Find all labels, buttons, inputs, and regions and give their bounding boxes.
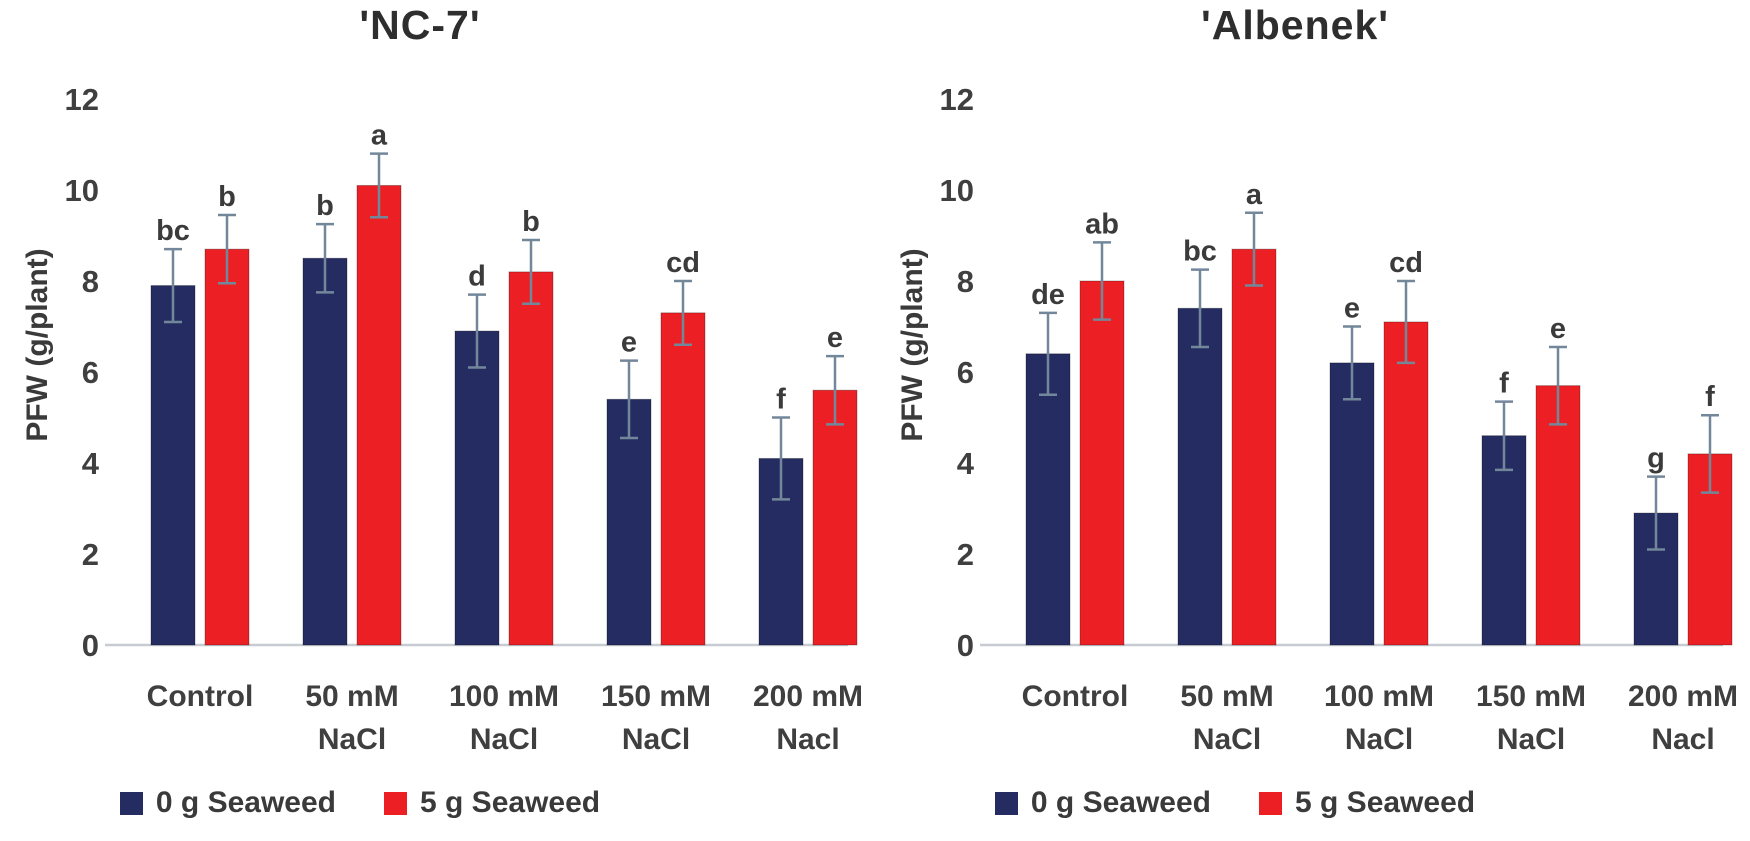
bar-5-g-seaweed-control <box>1079 280 1125 646</box>
significance-letter-0-g-seaweed-100-mm: e <box>1344 293 1360 325</box>
legend-label-5-g-seaweed: 5 g Seaweed <box>1295 786 1476 819</box>
significance-letter-5-g-seaweed-200-mm: f <box>1705 381 1715 413</box>
legend-swatch-0-g-seaweed <box>994 791 1018 815</box>
legend-item-0-g-seaweed: 0 g Seaweed <box>119 786 336 820</box>
significance-letter-0-g-seaweed-control: bc <box>156 215 190 247</box>
bar-0-g-seaweed-control <box>150 285 196 646</box>
significance-letter-5-g-seaweed-150-mm: cd <box>666 247 700 279</box>
bar-5-g-seaweed-50-mm <box>356 184 402 646</box>
significance-letter-0-g-seaweed-100-mm: d <box>468 261 486 293</box>
bar-0-g-seaweed-100-mm <box>1329 362 1375 646</box>
y-tick-label-4: 4 <box>957 446 975 481</box>
x-category-label-200-mm-line2: Nacl <box>1651 723 1714 756</box>
y-tick-label-6: 6 <box>957 355 974 390</box>
y-tick-label-10: 10 <box>940 173 974 208</box>
y-tick-label-2: 2 <box>82 537 99 572</box>
significance-letter-5-g-seaweed-100-mm: cd <box>1389 247 1423 279</box>
x-category-label-200-mm-line2: Nacl <box>776 723 839 756</box>
x-category-label-100-mm-line2: NaCl <box>1345 723 1413 756</box>
significance-letter-0-g-seaweed-200-mm: f <box>776 384 786 416</box>
significance-letter-0-g-seaweed-control: de <box>1031 279 1065 311</box>
bar-5-g-seaweed-100-mm <box>1383 321 1429 646</box>
significance-letter-5-g-seaweed-50-mm: a <box>371 120 388 152</box>
legend-label-0-g-seaweed: 0 g Seaweed <box>155 786 336 819</box>
y-tick-label-0: 0 <box>957 628 974 663</box>
chart-title-albenek: 'Albenek' <box>1201 2 1389 48</box>
significance-letter-0-g-seaweed-200-mm: g <box>1647 443 1665 475</box>
y-tick-label-6: 6 <box>82 355 99 390</box>
x-category-label-50-mm-line2: NaCl <box>318 723 386 756</box>
y-tick-label-12: 12 <box>940 82 974 117</box>
x-category-label-control: Control <box>1022 680 1129 713</box>
bar-0-g-seaweed-50-mm <box>302 257 348 646</box>
significance-letter-5-g-seaweed-200-mm: e <box>827 322 843 354</box>
legend-swatch-0-g-seaweed <box>119 791 143 815</box>
y-tick-label-0: 0 <box>82 628 99 663</box>
x-category-label-100-mm: 100 mM <box>449 680 559 713</box>
y-tick-label-8: 8 <box>82 264 99 299</box>
y-tick-label-12: 12 <box>65 82 99 117</box>
x-category-label-150-mm-line2: NaCl <box>1497 723 1565 756</box>
x-category-label-100-mm: 100 mM <box>1324 680 1434 713</box>
significance-letter-0-g-seaweed-50-mm: b <box>316 190 334 222</box>
legend-swatch-5-g-seaweed <box>1259 791 1282 815</box>
plot-area-albenek: 0 2 4 6 8 10 12 Control de ab 50 mM NaCl bca 100 mM Na… <box>940 82 1739 756</box>
significance-letter-5-g-seaweed-50-mm: a <box>1246 179 1263 211</box>
y-tick-label-10: 10 <box>65 173 99 208</box>
significance-letter-5-g-seaweed-control: b <box>218 181 236 213</box>
legend-label-5-g-seaweed: 5 g Seaweed <box>420 786 601 819</box>
y-tick-label-4: 4 <box>82 446 100 481</box>
bar-5-g-seaweed-200-mm <box>812 389 858 646</box>
legend-albenek: 0 g Seaweed 5 g Seaweed <box>875 786 1595 820</box>
legend-label-0-g-seaweed: 0 g Seaweed <box>1030 786 1211 819</box>
x-category-label-200-mm: 200 mM <box>753 680 863 713</box>
chart-title-nc7: 'NC-7' <box>359 2 481 48</box>
bar-5-g-seaweed-control <box>204 248 250 646</box>
significance-letter-0-g-seaweed-50-mm: bc <box>1183 236 1217 268</box>
bar-5-g-seaweed-50-mm <box>1231 248 1277 646</box>
bar-0-g-seaweed-100-mm <box>454 330 500 646</box>
x-category-label-150-mm: 150 mM <box>1476 680 1586 713</box>
chart-nc7: 'NC-7' PFW (g/plant) 0 2 4 6 8 10 12 Control bc b… <box>0 2 864 820</box>
x-category-label-100-mm-line2: NaCl <box>470 723 538 756</box>
x-category-label-control: Control <box>147 680 254 713</box>
bar-0-g-seaweed-50-mm <box>1177 307 1223 646</box>
x-category-label-200-mm: 200 mM <box>1628 680 1738 713</box>
significance-letter-5-g-seaweed-control: ab <box>1085 208 1119 240</box>
chart-albenek: 'Albenek' PFW (g/plant) 0 2 4 6 8 10 12 Control… <box>875 0 1750 841</box>
legend-item-5-g-seaweed: 5 g Seaweed <box>1259 786 1475 820</box>
significance-letter-0-g-seaweed-150-mm: e <box>621 327 637 359</box>
bar-0-g-seaweed-150-mm <box>606 398 652 646</box>
x-category-label-50-mm-line2: NaCl <box>1193 723 1261 756</box>
bar-0-g-seaweed-control <box>1025 353 1071 646</box>
x-category-label-150-mm: 150 mM <box>601 680 711 713</box>
significance-letter-5-g-seaweed-150-mm: e <box>1550 313 1566 345</box>
y-tick-label-8: 8 <box>957 264 974 299</box>
legend-item-0-g-seaweed: 0 g Seaweed <box>994 786 1211 820</box>
significance-letter-5-g-seaweed-100-mm: b <box>522 206 540 238</box>
y-tick-label-2: 2 <box>957 537 974 572</box>
legend-nc7: 0 g Seaweed 5 g Seaweed <box>0 786 720 820</box>
bar-5-g-seaweed-150-mm <box>660 312 706 646</box>
x-category-label-50-mm: 50 mM <box>305 680 398 713</box>
x-category-label-50-mm: 50 mM <box>1180 680 1273 713</box>
legend-swatch-5-g-seaweed <box>384 791 407 815</box>
bar-5-g-seaweed-100-mm <box>508 271 554 646</box>
significance-letter-0-g-seaweed-150-mm: f <box>1499 368 1509 400</box>
x-category-label-150-mm-line2: NaCl <box>622 723 690 756</box>
legend-item-5-g-seaweed: 5 g Seaweed <box>384 786 600 820</box>
